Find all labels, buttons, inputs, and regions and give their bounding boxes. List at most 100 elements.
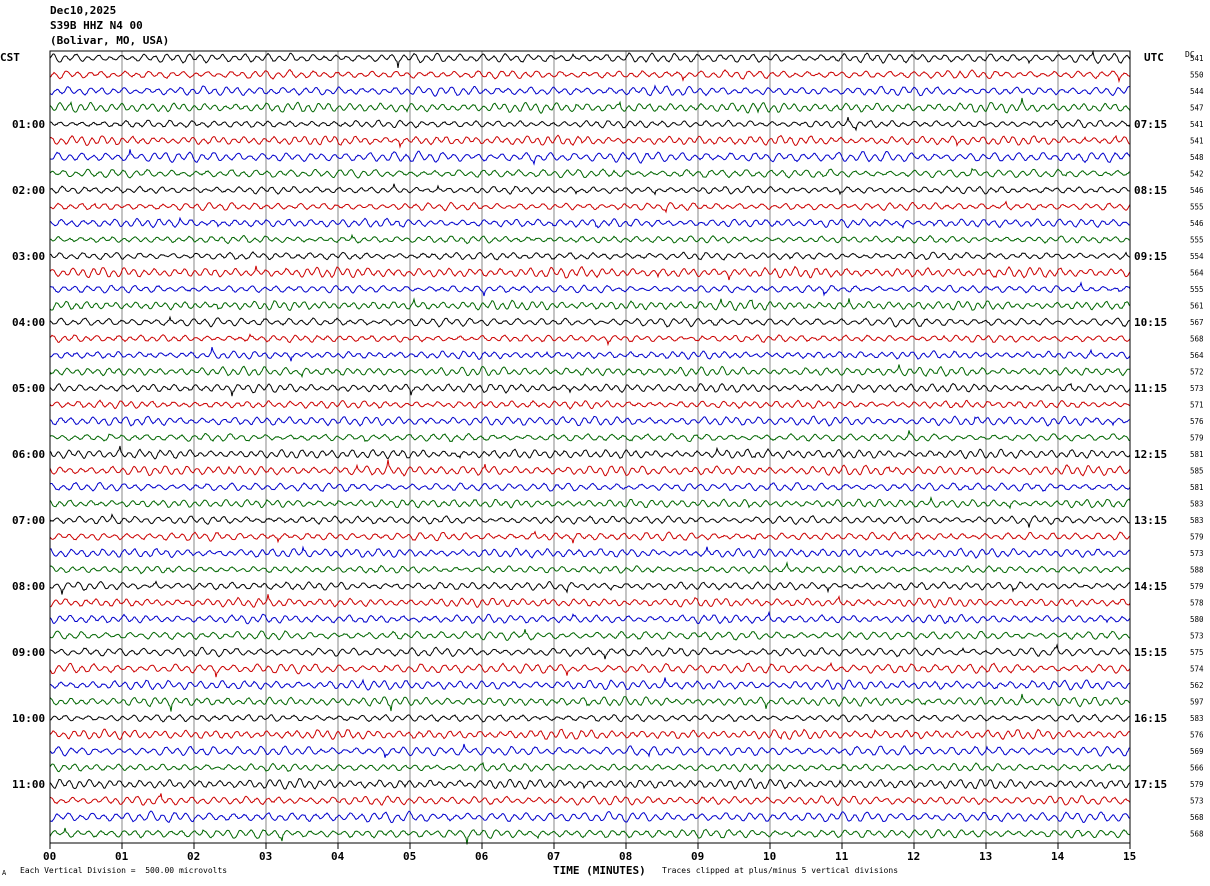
dc-offset-label: 580 <box>1190 615 1204 624</box>
x-axis-title: TIME (MINUTES) <box>553 864 646 877</box>
right-hour-label: 07:15 <box>1134 118 1167 131</box>
right-hour-label: 11:15 <box>1134 382 1167 395</box>
right-hour-label: 08:15 <box>1134 184 1167 197</box>
x-tick-label: 03 <box>259 850 272 863</box>
trace-row-25 <box>49 445 1131 460</box>
trace-row-34 <box>50 594 1131 609</box>
dc-offset-label: 541 <box>1190 120 1204 129</box>
x-tick-label: 14 <box>1051 850 1065 863</box>
trace-row-21 <box>49 382 1131 397</box>
corner-mark: A <box>2 869 7 877</box>
dc-offset-label: 573 <box>1190 384 1204 393</box>
trace-row-20 <box>49 364 1131 379</box>
dc-offset-label: 564 <box>1190 351 1204 360</box>
left-hour-label: 03:00 <box>12 250 45 263</box>
dc-offset-label: 554 <box>1190 252 1204 261</box>
left-hour-label: 06:00 <box>12 448 45 461</box>
plot-frame <box>49 50 1131 844</box>
trace-row-15 <box>49 281 1131 297</box>
dc-offset-label: 568 <box>1190 830 1204 839</box>
dc-offset-label: 579 <box>1190 533 1204 542</box>
left-hour-label: 04:00 <box>12 316 45 329</box>
x-tick-label: 07 <box>547 850 560 863</box>
trace-row-26 <box>49 459 1131 477</box>
dc-offset-label: 581 <box>1190 483 1204 492</box>
left-hour-label: 08:00 <box>12 580 45 593</box>
left-hour-label: 02:00 <box>12 184 45 197</box>
x-tick-label: 00 <box>43 850 56 863</box>
x-tick-label: 05 <box>403 850 416 863</box>
trace-row-1 <box>49 49 1131 68</box>
trace-row-4 <box>49 97 1131 114</box>
dc-offset-label: 574 <box>1190 665 1204 674</box>
clip-note: Traces clipped at plus/minus 5 vertical … <box>662 866 899 875</box>
trace-row-42 <box>49 728 1131 741</box>
trace-row-44 <box>49 762 1131 773</box>
dc-offset-label: 561 <box>1190 302 1204 311</box>
trace-row-27 <box>49 481 1131 493</box>
trace-row-36 <box>49 629 1131 641</box>
trace-row-31 <box>49 545 1131 559</box>
left-hour-label: 11:00 <box>12 778 45 791</box>
trace-row-29 <box>49 513 1131 528</box>
x-tick-label: 02 <box>187 850 200 863</box>
x-tick-label: 04 <box>331 850 345 863</box>
trace-row-46 <box>49 793 1131 807</box>
trace-row-22 <box>49 399 1131 410</box>
x-tick-label: 10 <box>763 850 776 863</box>
trace-row-47 <box>49 810 1131 824</box>
trace-row-30 <box>49 530 1131 544</box>
trace-row-32 <box>49 560 1131 575</box>
dc-offset-label: 555 <box>1190 285 1204 294</box>
dc-offset-label: 581 <box>1190 450 1204 459</box>
right-hour-label: 12:15 <box>1134 448 1167 461</box>
dc-offset-label: 562 <box>1190 681 1204 690</box>
dc-offset-label: 555 <box>1190 203 1204 212</box>
x-tick-label: 12 <box>907 850 920 863</box>
dc-offset-label: 546 <box>1190 219 1204 228</box>
trace-row-19 <box>49 346 1131 362</box>
dc-offset-label: 541 <box>1190 54 1204 63</box>
dc-offset-label: 579 <box>1190 582 1204 591</box>
dc-offset-label: 555 <box>1190 236 1204 245</box>
trace-row-39 <box>49 677 1131 691</box>
trace-row-13 <box>49 251 1131 261</box>
dc-offset-label: 567 <box>1190 318 1204 327</box>
chart-station: S39B HHZ N4 00 <box>50 19 143 32</box>
trace-row-16 <box>49 297 1131 312</box>
trace-row-6 <box>49 134 1131 149</box>
right-hour-label: 17:15 <box>1134 778 1167 791</box>
dc-offset-label: 546 <box>1190 186 1204 195</box>
dc-offset-label: 569 <box>1190 747 1204 756</box>
left-hour-label: 10:00 <box>12 712 45 725</box>
trace-row-41 <box>49 713 1131 723</box>
right-hour-label: 13:15 <box>1134 514 1167 527</box>
trace-row-40 <box>49 693 1131 712</box>
right-hour-label: 16:15 <box>1134 712 1167 725</box>
trace-layer <box>49 49 1131 845</box>
trace-row-48 <box>49 827 1131 845</box>
dc-offset-label: 578 <box>1190 599 1204 608</box>
dc-offset-label: 571 <box>1190 401 1204 410</box>
trace-row-45 <box>49 778 1131 790</box>
x-tick-label: 13 <box>979 850 992 863</box>
grid-lines <box>49 51 1131 849</box>
dc-offset-label: 583 <box>1190 516 1204 525</box>
trace-row-9 <box>49 183 1131 196</box>
trace-row-2 <box>49 69 1131 84</box>
dc-offset-label: 568 <box>1190 335 1204 344</box>
dc-offset-label: 573 <box>1190 632 1204 641</box>
dc-offset-label: 576 <box>1190 417 1204 426</box>
x-tick-label: 09 <box>691 850 704 863</box>
trace-row-7 <box>49 149 1131 166</box>
dc-offset-label: 583 <box>1190 500 1204 509</box>
left-hour-label: 09:00 <box>12 646 45 659</box>
dc-offset-label: 548 <box>1190 153 1204 162</box>
dc-offset-label: 579 <box>1190 434 1204 443</box>
dc-offset-label: 583 <box>1190 714 1204 723</box>
chart-location: (Bolivar, MO, USA) <box>50 34 170 47</box>
dc-offset-label: 566 <box>1190 764 1204 773</box>
left-hour-label: 05:00 <box>12 382 45 395</box>
right-hour-label: 09:15 <box>1134 250 1167 263</box>
